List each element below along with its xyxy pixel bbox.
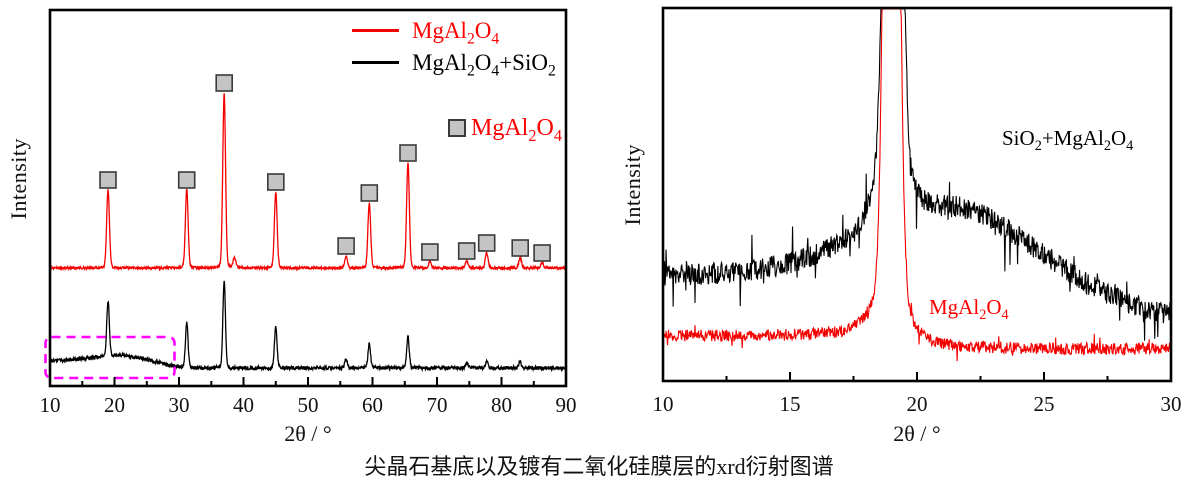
- x-tick-label: 90: [556, 393, 577, 417]
- phase-square-marker: [421, 243, 439, 261]
- x-tick-label: 50: [298, 393, 319, 417]
- x-tick-label: 20: [907, 392, 928, 416]
- phase-square-marker: [337, 237, 355, 255]
- x-tick-label: 25: [1034, 392, 1055, 416]
- right-annotation-mgal2o4: MgAl2O4: [929, 295, 1009, 324]
- left-x-axis-label: 2θ / °: [284, 421, 332, 446]
- phase-square-marker: [477, 234, 496, 252]
- x-tick-label: 80: [491, 393, 512, 417]
- legend-item-mgal2o4-sio2: MgAl2O4+SiO2: [352, 46, 556, 78]
- phase-square-marker: [399, 144, 417, 162]
- phase-square-marker: [511, 239, 530, 257]
- x-tick-label: 70: [427, 393, 448, 417]
- square-marker-icon: [448, 119, 466, 137]
- legend-label: MgAl2O4+SiO2: [412, 49, 556, 80]
- phase-square-marker: [215, 74, 233, 92]
- legend-item-mgal2o4: MgAl2O4: [352, 14, 556, 46]
- phase-marker-label: MgAl2O4: [471, 115, 562, 145]
- right-x-axis-label: 2θ / °: [893, 421, 941, 446]
- x-tick-label: 10: [40, 393, 61, 417]
- right-annotation-sio2-mgal2o4: SiO2+MgAl2O4: [1002, 126, 1134, 155]
- right-y-axis-label: Intensity: [620, 144, 645, 226]
- red-line-swatch: [352, 28, 399, 32]
- curve-mgal2o4-sio2: [51, 280, 565, 373]
- x-tick-label: 30: [1161, 392, 1182, 416]
- x-tick-label: 40: [233, 393, 254, 417]
- left-legend: MgAl2O4 MgAl2O4+SiO2: [352, 14, 556, 78]
- phase-square-marker: [177, 171, 196, 189]
- phase-marker-legend: MgAl2O4: [448, 115, 562, 145]
- legend-label: MgAl2O4: [412, 17, 500, 48]
- phase-square-marker: [457, 242, 476, 260]
- x-tick-label: 10: [653, 392, 674, 416]
- phase-square-marker: [99, 171, 117, 189]
- left-y-axis-label: Intensity: [6, 138, 31, 220]
- curve-mgal2o4: [51, 93, 565, 272]
- curve-mgal2o4: [664, 9, 1170, 362]
- x-tick-label: 20: [104, 393, 125, 417]
- phase-square-marker: [533, 244, 551, 262]
- phase-square-marker: [266, 173, 285, 191]
- curve-sio2-mgal2o4: [664, 9, 1170, 341]
- phase-square-marker: [360, 184, 379, 202]
- highlight-region-box: [44, 335, 176, 380]
- x-tick-label: 60: [362, 393, 383, 417]
- x-tick-label: 30: [169, 393, 190, 417]
- black-line-swatch: [352, 60, 399, 64]
- figure-caption: 尖晶石基底以及镀有二氧化硅膜层的xrd衍射图谱: [364, 454, 834, 479]
- x-tick-label: 15: [780, 392, 801, 416]
- charts-canvas: 10 20 30 40 50 60 70 80 90 10 15 20 25 30: [40, 6, 1182, 417]
